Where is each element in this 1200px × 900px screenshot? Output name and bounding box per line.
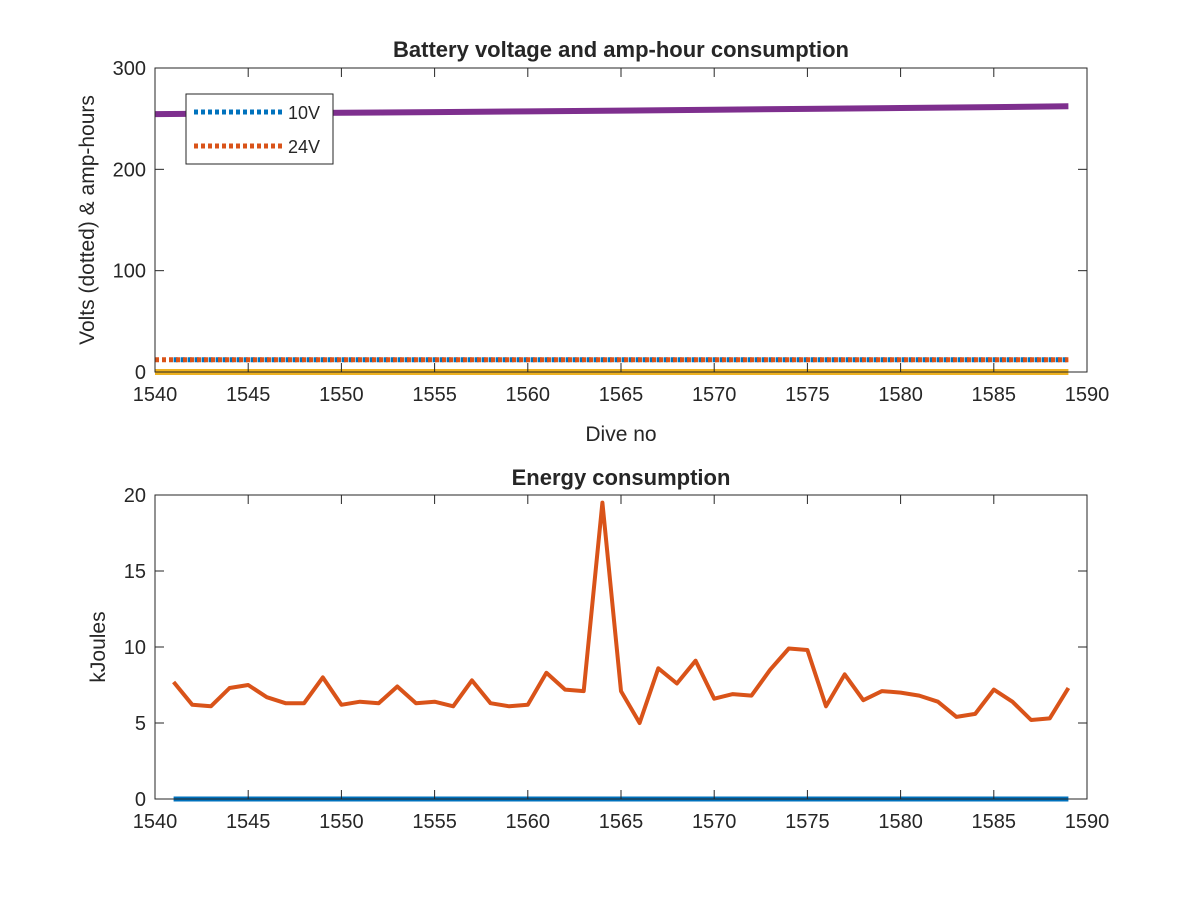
x-tick-label: 1540	[133, 811, 178, 833]
x-tick-label: 1575	[785, 384, 830, 406]
x-tick-label: 1545	[226, 811, 271, 833]
x-tick-label: 1585	[972, 811, 1017, 833]
subplot-energy: Energy consumption 1540 1545 1550 1555 1560 1…	[87, 465, 1109, 833]
y-tick-label: 15	[124, 561, 146, 583]
y-tick-label: 100	[113, 261, 146, 283]
x-tick-label: 1565	[599, 811, 644, 833]
plot-area	[172, 500, 1071, 802]
x-tick-label: 1545	[226, 384, 271, 406]
x-tick-label: 1565	[599, 384, 644, 406]
y-tick-label: 300	[113, 58, 146, 80]
y-axis-label: kJoules	[87, 611, 110, 682]
y-tick-label: 10	[124, 637, 146, 659]
axis-ticks: 1540 1545 1550 1555 1560 1565 1570 1575 1580 1585…	[113, 58, 1110, 406]
legend: 10V 24V	[185, 93, 334, 165]
y-tick-label: 20	[124, 485, 146, 507]
y-tick-label: 0	[135, 789, 146, 811]
legend-label-10v: 10V	[288, 103, 320, 123]
chart-title: Energy consumption	[512, 465, 731, 490]
x-tick-label: 1580	[878, 384, 923, 406]
x-tick-label: 1555	[412, 384, 457, 406]
x-tick-label: 1555	[412, 811, 457, 833]
x-tick-label: 1585	[972, 384, 1017, 406]
x-tick-label: 1550	[319, 811, 364, 833]
x-tick-label: 1570	[692, 384, 737, 406]
x-tick-label: 1550	[319, 384, 364, 406]
x-tick-label: 1580	[878, 811, 923, 833]
x-tick-label: 1590	[1065, 811, 1110, 833]
x-tick-label: 1575	[785, 811, 830, 833]
axis-ticks: 1540 1545 1550 1555 1560 1565 1570 1575 1580 1585…	[124, 485, 1110, 833]
legend-box	[185, 93, 334, 165]
x-tick-label: 1590	[1065, 384, 1110, 406]
subplot-battery: Battery voltage and amp-hour consumption…	[76, 37, 1109, 446]
x-tick-label: 1560	[506, 811, 551, 833]
y-tick-label: 200	[113, 159, 146, 181]
legend-label-24v: 24V	[288, 137, 320, 157]
y-tick-label: 5	[135, 713, 146, 735]
y-axis-label: Volts (dotted) & amp-hours	[76, 95, 99, 345]
y-tick-label: 0	[135, 362, 146, 384]
axes-box	[154, 494, 1088, 800]
chart-title: Battery voltage and amp-hour consumption	[393, 37, 849, 62]
x-axis-label: Dive no	[585, 423, 656, 446]
x-tick-label: 1570	[692, 811, 737, 833]
x-tick-label: 1540	[133, 384, 178, 406]
x-tick-label: 1560	[506, 384, 551, 406]
series-line-2	[172, 500, 1071, 725]
